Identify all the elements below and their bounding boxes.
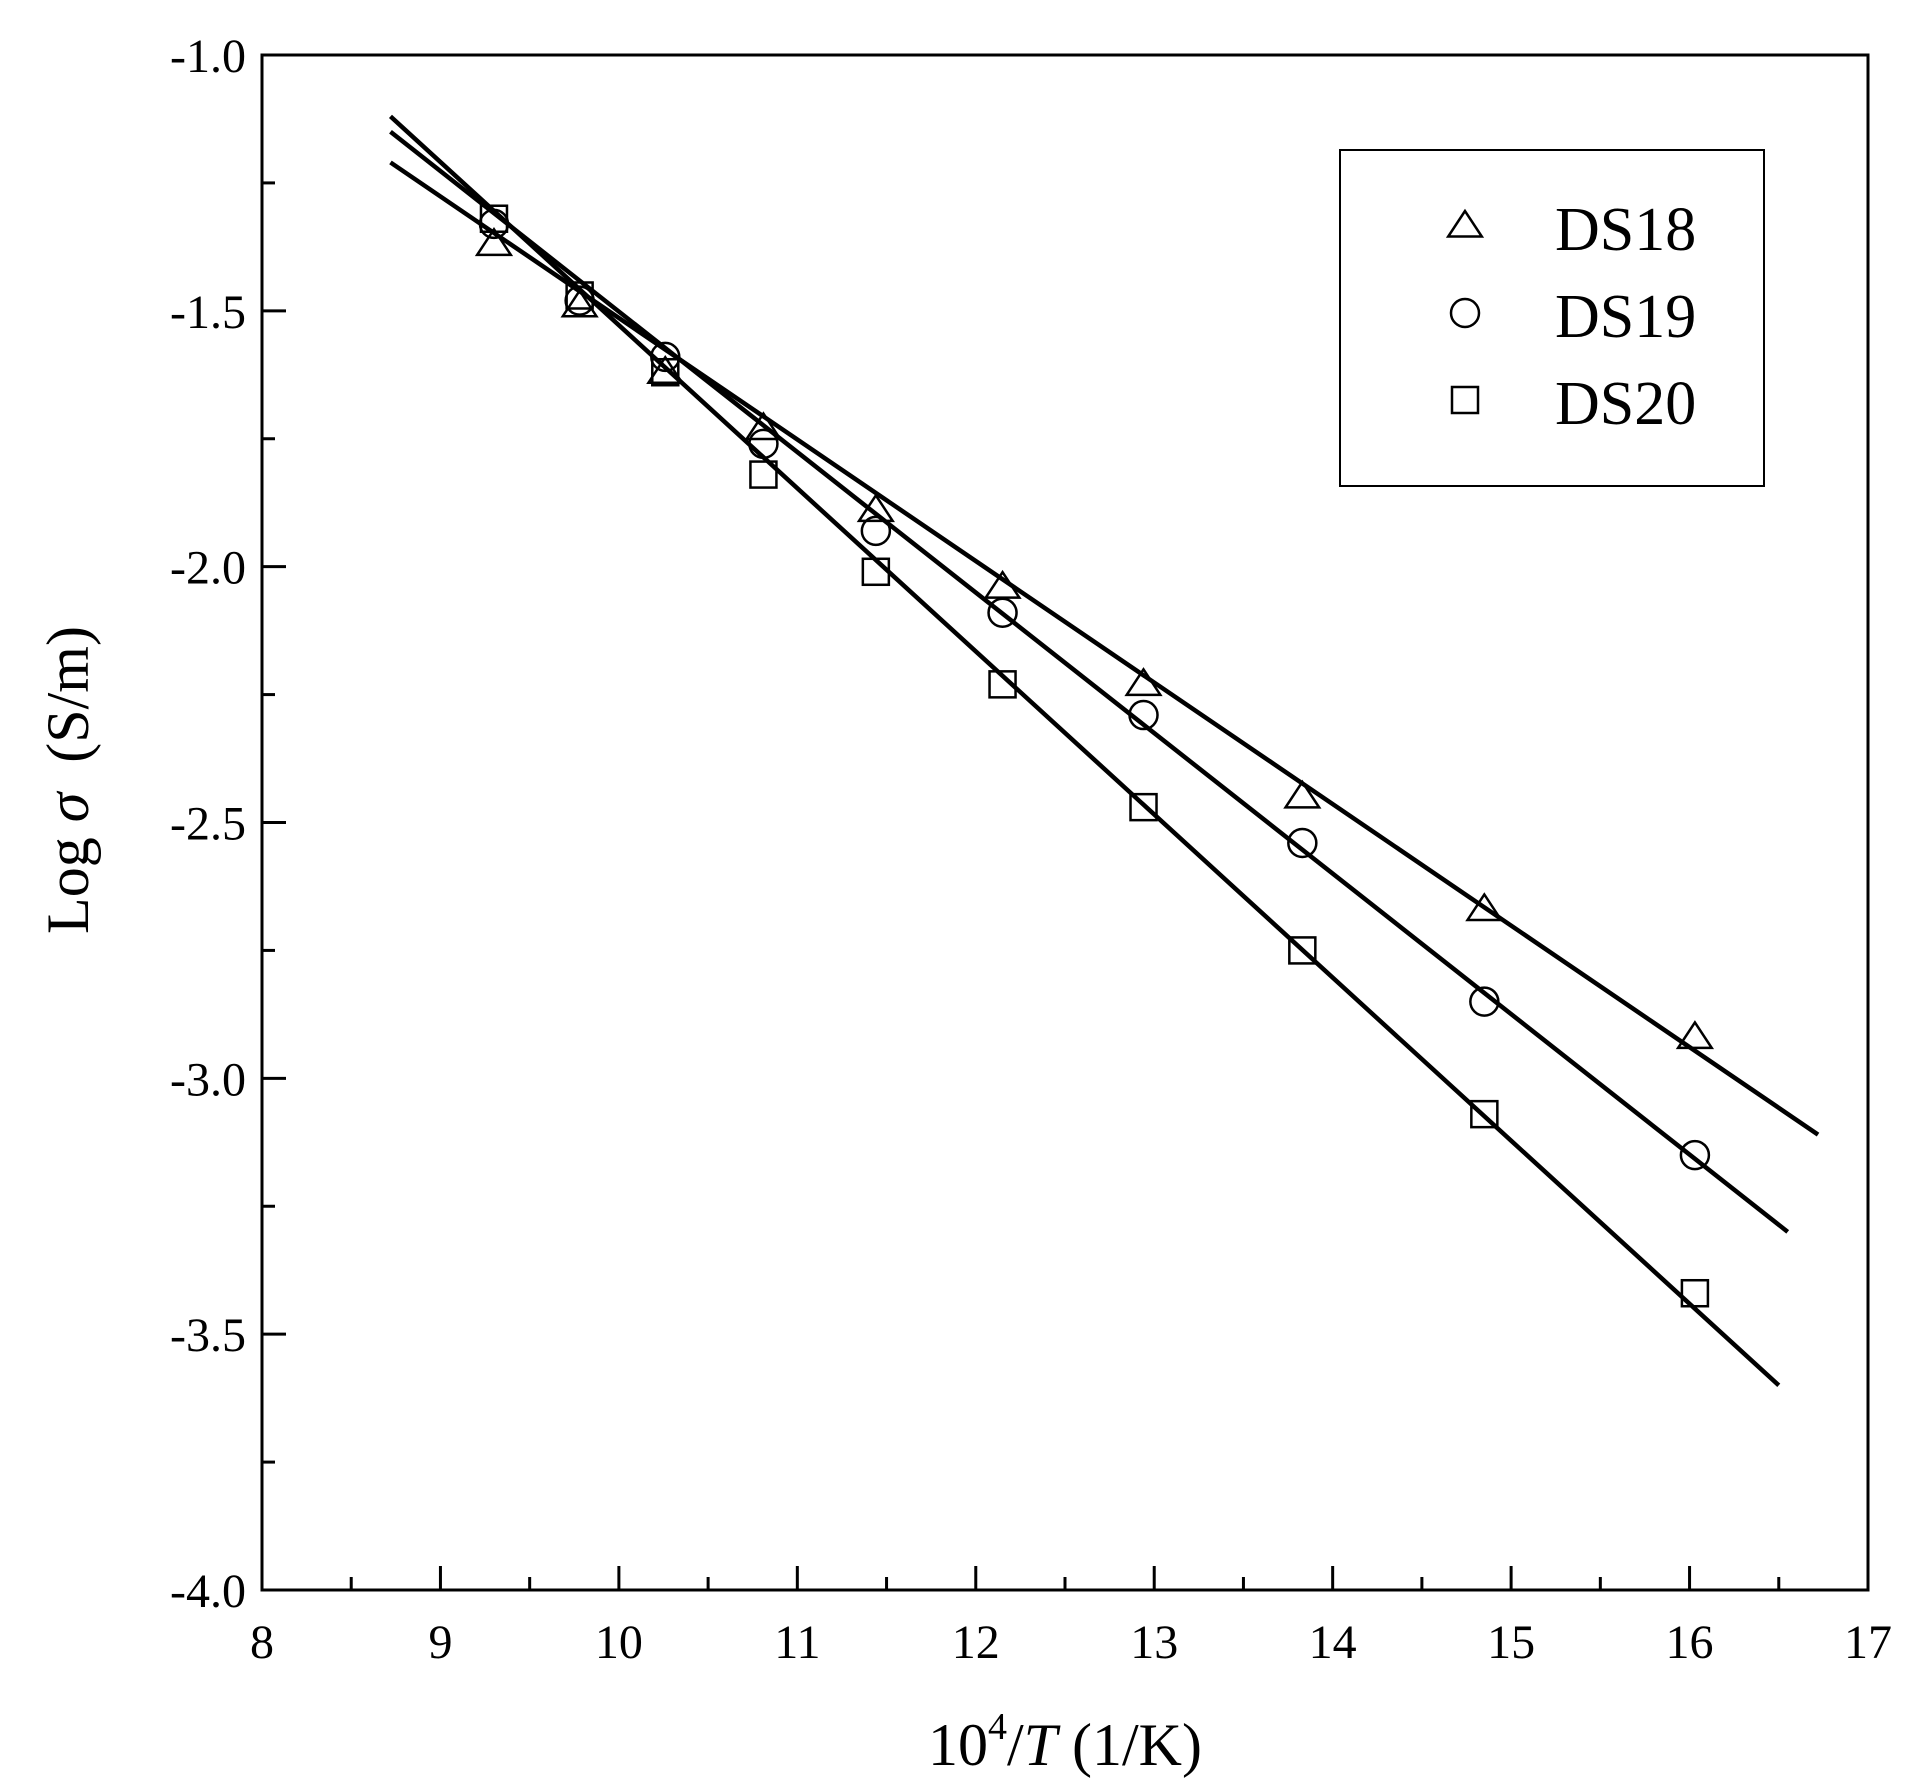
ds20-marker [1288,936,1317,965]
ds20-marker [749,460,778,489]
legend-box [1339,149,1765,487]
ds19-marker [1128,699,1159,731]
x-tick-label: 11 [774,1616,820,1669]
y-axis-title-symbol: σ [35,790,101,822]
ds20-marker [565,281,594,310]
y-tick-label: -1.5 [170,286,246,339]
ds18-marker [744,411,783,441]
ds19-marker [860,515,892,547]
y-tick-label: -2.0 [170,542,246,595]
ds18-marker [560,288,599,318]
ds18-marker [1124,667,1163,697]
ds20-marker [1470,1099,1499,1129]
y-tick-label: -3.5 [170,1309,246,1362]
ds20-marker [861,557,891,587]
ds19-marker [748,428,779,460]
x-axis-title-slash: / [1007,1712,1024,1778]
ds18-fit-line [389,160,1820,1137]
x-axis-title-base: 10 [928,1712,988,1778]
x-axis-title-variable: T [1024,1712,1061,1778]
legend: DS18 DS19 DS20 [1339,149,1765,487]
axis-ticks [260,53,1870,1592]
ds18-marker [474,227,514,257]
legend-ds20-marker [1450,385,1480,415]
x-tick-label: 9 [428,1616,452,1669]
x-tick-label: 14 [1309,1616,1357,1669]
ds19-marker [1679,1139,1711,1171]
legend-ds19-marker [1449,297,1481,329]
ds20-marker [1680,1278,1710,1308]
y-tick-label: -3.0 [170,1053,246,1106]
x-tick-label: 16 [1666,1616,1714,1669]
y-tick-label: -1.0 [170,30,246,83]
x-tick-label: 17 [1844,1616,1892,1669]
legend-ds18-marker [1445,208,1485,238]
ds18-marker [1465,892,1504,922]
x-axis-title-superscript: 4 [988,1706,1007,1748]
ds18-marker [1283,779,1322,809]
ds18-marker [646,354,685,384]
legend-ds18-label: DS18 [1555,196,1696,264]
x-tick-label: 15 [1487,1616,1535,1669]
y-axis-title: Log σ (S/m) [35,581,101,1009]
ds20-marker [479,204,509,233]
x-tick-label: 12 [952,1616,1000,1669]
ds19-marker [1287,827,1318,859]
y-axis-title-prefix: Log [35,822,101,934]
ds20-marker [988,670,1017,699]
ds19-fit-line [389,129,1790,1234]
ds20-fit-line [388,114,1781,1387]
y-tick-label: -2.5 [170,798,246,851]
x-axis-title-unit: (1/K) [1057,1712,1202,1778]
ds18-marker [856,493,895,523]
ds19-marker [1469,986,1500,1017]
legend-ds19-label: DS19 [1555,283,1696,351]
x-tick-label: 10 [595,1616,643,1669]
ds19-marker [650,341,681,373]
fit-lines [388,114,1820,1387]
y-tick-label: -4.0 [170,1565,246,1618]
axis-tick-labels: 8 9 10 11 12 13 14 15 16 17 -1.0 -1.5 -2.0 -2.5 -3.0 -3… [170,30,1892,1669]
data-markers [474,204,1715,1308]
ds20-marker [651,357,680,387]
x-tick-label: 13 [1130,1616,1178,1669]
ds19-marker [987,597,1018,628]
x-tick-label: 8 [250,1616,274,1669]
y-axis-title-unit: (S/m) [35,626,101,793]
ds18-marker [1675,1020,1715,1050]
legend-ds20-label: DS20 [1555,370,1696,438]
x-axis-title: 104/T (1/K) [928,1706,1202,1778]
ds20-marker [1129,792,1158,822]
